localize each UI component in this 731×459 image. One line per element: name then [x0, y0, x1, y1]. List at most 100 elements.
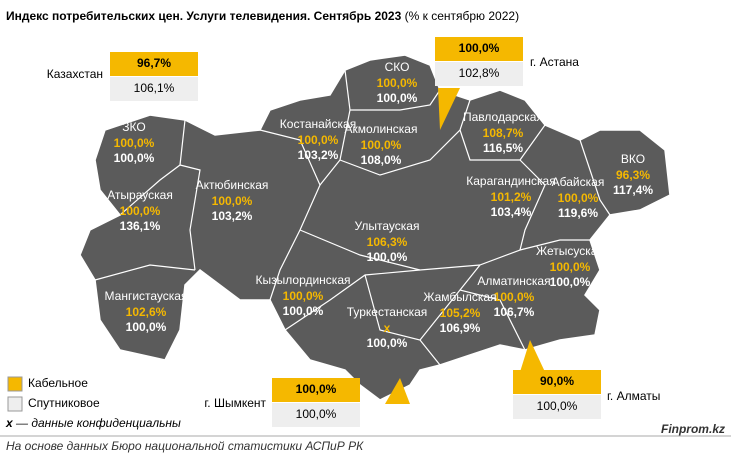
region-cable: 100,0%: [212, 194, 253, 208]
region-satellite: 116,5%: [483, 141, 523, 155]
shymkent-pointer: [385, 378, 410, 404]
region-satellite: 136,1%: [120, 219, 161, 233]
border: [299, 229, 481, 271]
border: [179, 164, 201, 271]
region-cable: 100,0%: [114, 136, 155, 150]
brand: Finprom.kz: [661, 422, 725, 436]
region-satellite: 100,0%: [550, 275, 591, 289]
region-satellite: 100,0%: [126, 320, 167, 334]
region-cable: 100,0%: [120, 204, 161, 218]
callout-satellite-box: [272, 403, 360, 427]
legend-label: Кабельное: [28, 376, 88, 390]
region-satellite: 119,6%: [558, 206, 598, 220]
source: На основе данных Бюро национальной стати…: [6, 439, 364, 453]
callout-cable: 90,0%: [540, 374, 574, 388]
region-name: Павлодарская: [463, 110, 543, 124]
callout-cable-box: [435, 37, 523, 61]
note-text: — данные конфиденциальны: [15, 416, 181, 430]
region-name: Карагандинская: [466, 174, 555, 188]
region-satellite: 106,9%: [440, 321, 481, 335]
region-satellite: 100,0%: [114, 151, 155, 165]
title-main: Индекс потребительских цен. Услуги телев…: [6, 9, 402, 23]
region-cable: x: [384, 321, 391, 335]
callout-satellite-box: [435, 62, 523, 86]
region-satellite: 117,4%: [613, 183, 653, 197]
border: [579, 139, 611, 216]
border: [519, 239, 590, 251]
region-name: Кызылординская: [256, 273, 351, 287]
title-sub: (% к сентябрю 2022): [405, 9, 519, 23]
callout-name: г. Шымкент: [204, 396, 266, 410]
callout-satellite: 100,0%: [537, 399, 578, 413]
border: [459, 159, 546, 291]
legend-swatch-satellite: [7, 396, 23, 412]
region-name: Жамбылская: [423, 290, 496, 304]
region-satellite: 100,0%: [283, 304, 324, 318]
region-name: Абайская: [552, 175, 605, 189]
region-cable: 100,0%: [283, 289, 324, 303]
callout-cable: 100,0%: [296, 382, 337, 396]
region-name: ЗКО: [122, 120, 145, 134]
region-name: СКО: [385, 60, 410, 74]
border: [94, 264, 196, 281]
region-satellite: 100,0%: [377, 91, 418, 105]
legend-label: Спутниковое: [28, 396, 100, 410]
callout-satellite: 102,8%: [459, 66, 500, 80]
callout-name: г. Алматы: [607, 389, 660, 403]
border: [119, 119, 186, 216]
region-name: Костанайская: [280, 117, 356, 131]
region-cable: 100,0%: [558, 191, 599, 205]
region-satellite: 100,0%: [367, 250, 408, 264]
callout-cable-box: [272, 378, 360, 402]
border: [319, 69, 351, 186]
region-cable: 101,2%: [491, 190, 532, 204]
note: x — данные конфиденциальны: [5, 416, 181, 430]
border: [339, 99, 471, 176]
region-name: Атырауская: [107, 188, 173, 202]
region-satellite: 103,2%: [298, 148, 339, 162]
title: Индекс потребительских цен. Услуги телев…: [6, 9, 519, 23]
region-name: Туркестанская: [347, 305, 428, 319]
region-cable: 100,0%: [377, 76, 418, 90]
region-cable: 106,3%: [367, 235, 408, 249]
region-name: Алматинская: [477, 274, 550, 288]
region-cable: 100,0%: [494, 290, 535, 304]
note-mark: x: [5, 416, 14, 430]
region-cable: 100,0%: [298, 133, 339, 147]
border: [364, 274, 441, 366]
region-name: Мангистауская: [105, 289, 188, 303]
region-cable: 96,3%: [616, 168, 650, 182]
region-name: Актюбинская: [196, 178, 269, 192]
border: [284, 269, 421, 331]
region-cable: 100,0%: [550, 260, 591, 274]
region-cable: 105,2%: [440, 306, 481, 320]
region-satellite: 103,4%: [491, 205, 532, 219]
region-cable: 100,0%: [361, 138, 402, 152]
callout-name: Казахстан: [47, 67, 103, 81]
region-cable: 102,6%: [126, 305, 167, 319]
legend-swatch-cable: [7, 376, 23, 392]
region-name: Жетысуская: [536, 244, 604, 258]
region-satellite: 106,7%: [494, 305, 535, 319]
callout-cable: 96,7%: [137, 56, 171, 70]
callout-satellite-box: [513, 395, 601, 419]
region-name: Акмолинская: [345, 122, 418, 136]
astana-pointer: [438, 88, 460, 130]
almaty-pointer: [520, 340, 545, 372]
region-name: ВКО: [621, 152, 645, 166]
border: [419, 289, 526, 351]
country-shape: [79, 54, 671, 401]
region-name: Улытауская: [355, 219, 420, 233]
region-borders: [94, 69, 611, 366]
callout-satellite-box: [110, 77, 198, 101]
callout-cable: 100,0%: [459, 41, 500, 55]
border: [259, 129, 321, 301]
callout-cable-box: [110, 52, 198, 76]
region-satellite: 100,0%: [367, 336, 408, 350]
callout-satellite: 100,0%: [296, 407, 337, 421]
callout-name: г. Астана: [530, 55, 579, 69]
border: [350, 89, 441, 111]
region-satellite: 103,2%: [212, 209, 253, 223]
callout-satellite: 106,1%: [134, 81, 175, 95]
